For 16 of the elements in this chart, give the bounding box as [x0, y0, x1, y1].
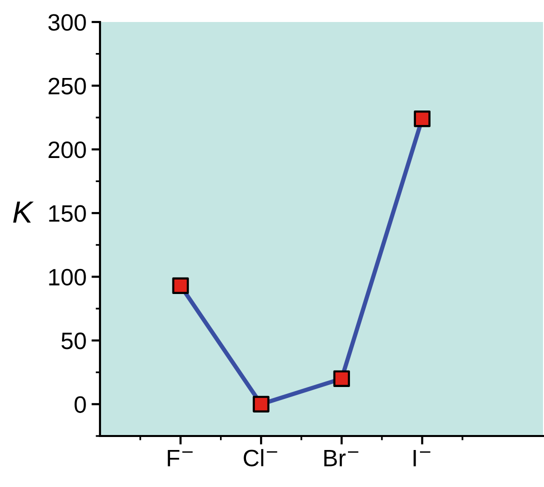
x-tick-label: I$^{−}$: [414, 450, 430, 466]
point: [333, 370, 350, 388]
y-axis-title: K: [13, 202, 34, 223]
y-tick-label: 300: [48, 14, 86, 31]
x-tick-label: Br$^{−}$: [324, 450, 358, 466]
point: [252, 396, 270, 412]
point: [414, 110, 431, 128]
x-tick-label: Cl$^{−}$: [244, 449, 278, 466]
y-tick-label: 200: [48, 141, 86, 158]
y-tick-label: 100: [49, 268, 86, 286]
point: [172, 277, 189, 294]
y-tick-label: 250: [48, 78, 86, 94]
y-tick-label: 150: [49, 205, 86, 222]
y-tick-label: 0: [74, 396, 86, 413]
x-tick-label: F$^{−}$: [168, 450, 193, 466]
y-tick-label: 50: [61, 332, 86, 350]
